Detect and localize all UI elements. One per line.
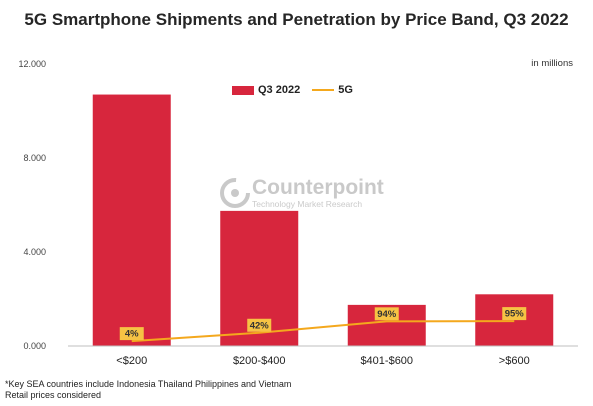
bar bbox=[92, 94, 171, 346]
counterpoint-watermark: Counterpoint Technology Market Research bbox=[218, 176, 384, 210]
x-tick-label: $200-$400 bbox=[233, 355, 286, 367]
legend-swatch-bar bbox=[232, 85, 254, 95]
watermark-tagline: Technology Market Research bbox=[252, 199, 363, 209]
data-label: 42% bbox=[250, 320, 270, 331]
data-label: 94% bbox=[377, 309, 397, 320]
y-tick-label: 8.000 bbox=[23, 153, 46, 163]
penetration-line bbox=[131, 320, 515, 343]
watermark-name: Counterpoint bbox=[252, 176, 384, 199]
legend: Q3 2022 5G bbox=[232, 84, 353, 96]
data-label-box bbox=[502, 307, 527, 321]
footnote-line-2: Retail prices considered bbox=[5, 390, 102, 400]
footnote: *Key SEA countries include Indonesia Tha… bbox=[5, 379, 291, 401]
x-tick-label: <$200 bbox=[116, 355, 147, 367]
data-label-box bbox=[119, 327, 144, 341]
units-label: in millions bbox=[531, 58, 573, 69]
y-tick-label: 4.000 bbox=[23, 247, 46, 257]
counterpoint-logo-icon bbox=[220, 178, 250, 208]
data-label-box bbox=[374, 307, 399, 321]
x-tick-label: >$600 bbox=[499, 355, 530, 367]
data-label: 4% bbox=[125, 329, 139, 340]
footnote-line-1: *Key SEA countries include Indonesia Tha… bbox=[5, 379, 292, 389]
data-label: 95% bbox=[505, 309, 525, 320]
y-tick-label: 12.000 bbox=[18, 59, 46, 69]
data-label-box bbox=[247, 318, 272, 332]
y-tick-label: 0.000 bbox=[23, 341, 46, 351]
legend-swatch-line bbox=[312, 89, 335, 91]
legend-label-bars: Q3 2022 bbox=[258, 84, 301, 96]
x-tick-label: $401-$600 bbox=[360, 355, 413, 367]
chart-title: 5G Smartphone Shipments and Penetration … bbox=[24, 10, 569, 29]
legend-label-line: 5G bbox=[338, 84, 353, 96]
